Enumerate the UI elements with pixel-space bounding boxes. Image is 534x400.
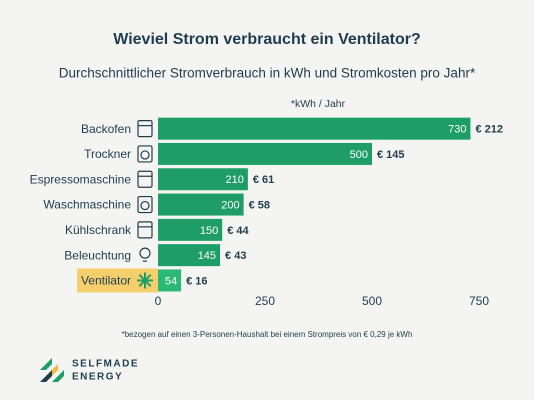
icon <box>137 195 153 214</box>
icon-shape <box>137 195 153 214</box>
axis-label: *kWh / Jahr <box>291 98 346 110</box>
bar <box>158 117 471 140</box>
logo-text: ENERGY <box>72 372 123 383</box>
value-label: 145 <box>198 250 216 262</box>
icon-shape <box>137 170 153 188</box>
value-label: 210 <box>226 174 244 186</box>
value-label: 730 <box>448 124 466 136</box>
y-tick-label: Ventilator <box>81 274 131 288</box>
icon <box>137 145 153 163</box>
bar <box>158 142 372 165</box>
cost-label: € 43 <box>225 250 246 262</box>
bar <box>158 218 223 241</box>
bar <box>158 168 248 191</box>
x-tick-label: 750 <box>469 294 489 308</box>
icon-stroke <box>138 274 152 287</box>
cost-label: € 58 <box>249 199 270 211</box>
icon <box>139 247 151 262</box>
icon <box>137 272 153 289</box>
x-tick-label: 0 <box>155 294 162 308</box>
cost-label: € 212 <box>475 124 503 136</box>
value-label: 150 <box>200 225 218 237</box>
chart-subtitle: Durchschnittlicher Stromverbrauch in kWh… <box>59 66 476 81</box>
logo-text: SELFMADE <box>72 359 139 370</box>
x-tick-label: 250 <box>255 294 275 308</box>
value-label: 200 <box>221 199 239 211</box>
y-tick-label: Backofen <box>81 122 131 136</box>
cost-label: € 44 <box>227 225 249 237</box>
value-label: 54 <box>165 275 177 287</box>
icon <box>137 170 153 188</box>
chart-title: Wieviel Strom verbraucht ein Ventilator? <box>113 31 421 48</box>
icon-shape <box>137 120 153 138</box>
cost-label: € 16 <box>186 275 207 287</box>
y-tick-label: Beleuchtung <box>64 248 131 262</box>
bar <box>158 269 182 292</box>
logo-icon <box>40 358 64 382</box>
icon <box>137 221 153 239</box>
value-label: 500 <box>350 149 368 161</box>
bar <box>158 193 244 216</box>
y-tick-label: Waschmaschine <box>43 198 131 212</box>
bar <box>158 244 221 267</box>
x-tick-label: 500 <box>362 294 382 308</box>
icon-shape <box>140 200 150 211</box>
footnote: *bezogen auf einen 3-Personen-Haushalt b… <box>122 330 413 339</box>
icon <box>137 120 153 138</box>
icon-shape <box>139 247 151 259</box>
icon-shape <box>137 145 153 163</box>
y-tick-label: Espressomaschine <box>30 172 132 186</box>
y-tick-label: Trockner <box>84 147 131 161</box>
icon-shape <box>140 150 150 160</box>
cost-label: € 61 <box>253 174 274 186</box>
icon-shape <box>137 221 153 239</box>
y-tick-label: Kühlschrank <box>65 223 132 237</box>
cost-label: € 145 <box>377 149 405 161</box>
